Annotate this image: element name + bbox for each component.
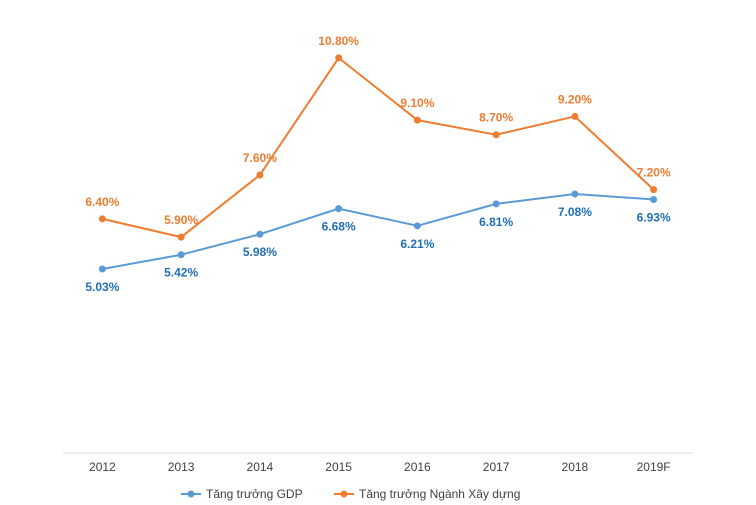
data-label: 6.40% xyxy=(85,195,119,209)
x-tick-label: 2017 xyxy=(483,460,510,474)
x-axis: 2012 2013 2014 2015 2016 2017 2018 2019F xyxy=(63,452,693,474)
data-point xyxy=(256,171,264,179)
series-line xyxy=(101,192,655,270)
data-label: 6.21% xyxy=(400,237,434,251)
data-label: 6.68% xyxy=(322,220,356,234)
legend-label: Tăng trưởng GDP xyxy=(206,487,303,501)
data-label: 5.42% xyxy=(164,266,198,280)
data-point xyxy=(98,265,106,273)
legend: Tăng trưởng GDP Tăng trưởng Ngành Xây dựn… xyxy=(181,487,520,501)
data-point xyxy=(571,112,579,120)
data-point xyxy=(492,131,500,139)
x-tick-label: 2015 xyxy=(325,460,352,474)
data-label: 6.93% xyxy=(637,210,671,224)
data-label: 9.10% xyxy=(400,96,434,110)
data-point xyxy=(492,200,500,208)
legend-label: Tăng trưởng Ngành Xây dựng xyxy=(359,487,520,501)
x-tick-label: 2014 xyxy=(247,460,274,474)
x-tick-label: 2016 xyxy=(404,460,431,474)
data-label: 5.98% xyxy=(243,245,277,259)
legend-marker xyxy=(187,490,195,498)
data-point xyxy=(335,54,343,62)
data-point xyxy=(177,233,185,241)
data-point xyxy=(650,186,658,194)
x-tick-label: 2018 xyxy=(562,460,589,474)
data-label: 7.08% xyxy=(558,205,592,219)
data-point xyxy=(335,205,343,213)
series-line xyxy=(101,56,655,239)
x-tick-label: 2013 xyxy=(168,460,195,474)
data-label: 7.20% xyxy=(637,166,671,180)
x-tick-label: 2019F xyxy=(637,460,671,474)
data-label: 10.80% xyxy=(318,34,359,48)
series-layer xyxy=(98,54,658,273)
data-point xyxy=(256,230,264,238)
data-label: 6.81% xyxy=(479,215,513,229)
data-point xyxy=(413,222,421,230)
x-tick-label: 2012 xyxy=(89,460,116,474)
data-label: 9.20% xyxy=(558,92,592,106)
data-point xyxy=(650,195,658,203)
data-label: 5.90% xyxy=(164,213,198,227)
data-label: 8.70% xyxy=(479,111,513,125)
legend-marker xyxy=(340,490,348,498)
data-point xyxy=(571,190,579,198)
data-point xyxy=(177,251,185,259)
data-point xyxy=(413,116,421,124)
data-point xyxy=(98,215,106,223)
data-label: 5.03% xyxy=(85,280,119,294)
legend-item: Tăng trưởng Ngành Xây dựng xyxy=(334,487,520,501)
legend-item: Tăng trưởng GDP xyxy=(181,487,303,501)
data-label: 7.60% xyxy=(243,151,277,165)
data-labels: 5.03% 5.42% 5.98% 6.68% 6.21% 6.81% 7.08% 6.93%… xyxy=(85,34,671,294)
